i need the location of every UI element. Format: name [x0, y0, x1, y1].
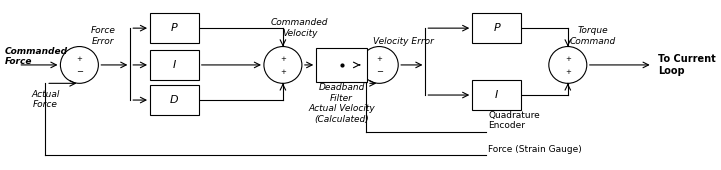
- Text: +: +: [76, 56, 82, 62]
- Ellipse shape: [360, 47, 398, 83]
- Text: P: P: [171, 23, 178, 33]
- FancyBboxPatch shape: [316, 48, 367, 82]
- Text: Quadrature
Encoder: Quadrature Encoder: [488, 111, 540, 131]
- Text: D: D: [170, 95, 179, 105]
- FancyBboxPatch shape: [150, 50, 199, 80]
- Text: Force (Strain Gauge): Force (Strain Gauge): [488, 145, 582, 154]
- Text: I: I: [173, 60, 176, 70]
- Text: Commanded
Force: Commanded Force: [5, 47, 68, 66]
- Text: +: +: [280, 56, 286, 62]
- Text: +: +: [376, 56, 382, 62]
- Text: Force
Error: Force Error: [91, 26, 115, 46]
- Ellipse shape: [264, 47, 302, 83]
- Ellipse shape: [61, 47, 98, 83]
- Text: P: P: [493, 23, 500, 33]
- Text: I: I: [495, 90, 498, 100]
- Text: Actual
Force: Actual Force: [31, 90, 60, 109]
- Text: To Current
Loop: To Current Loop: [658, 54, 716, 76]
- Text: +: +: [280, 69, 286, 75]
- Text: −: −: [76, 67, 83, 76]
- Text: +: +: [565, 69, 571, 75]
- FancyBboxPatch shape: [150, 85, 199, 115]
- Text: Velocity Error: Velocity Error: [373, 37, 434, 46]
- FancyBboxPatch shape: [150, 13, 199, 43]
- Text: +: +: [565, 56, 571, 62]
- Text: Actual Velocity
(Calculated): Actual Velocity (Calculated): [308, 104, 375, 124]
- Text: −: −: [376, 67, 383, 76]
- Text: Deadband
Filter: Deadband Filter: [319, 83, 365, 103]
- FancyBboxPatch shape: [472, 80, 521, 110]
- Text: Commanded
Velocity: Commanded Velocity: [271, 18, 329, 38]
- Ellipse shape: [549, 47, 587, 83]
- Text: Torque
Command: Torque Command: [570, 26, 616, 46]
- FancyBboxPatch shape: [472, 13, 521, 43]
